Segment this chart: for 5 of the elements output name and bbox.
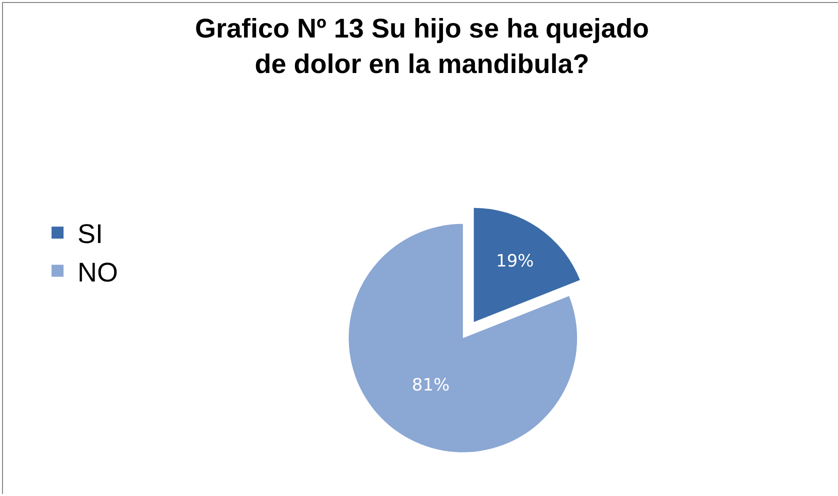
data-label: 81%: [412, 375, 450, 396]
legend-label: SI: [78, 219, 104, 250]
chart-title: Grafico Nº 13 Su hijo se ha quejado de dolor en la mandibula?: [195, 14, 649, 79]
data-label: 19%: [496, 252, 534, 272]
legend-label: NO: [78, 257, 118, 288]
